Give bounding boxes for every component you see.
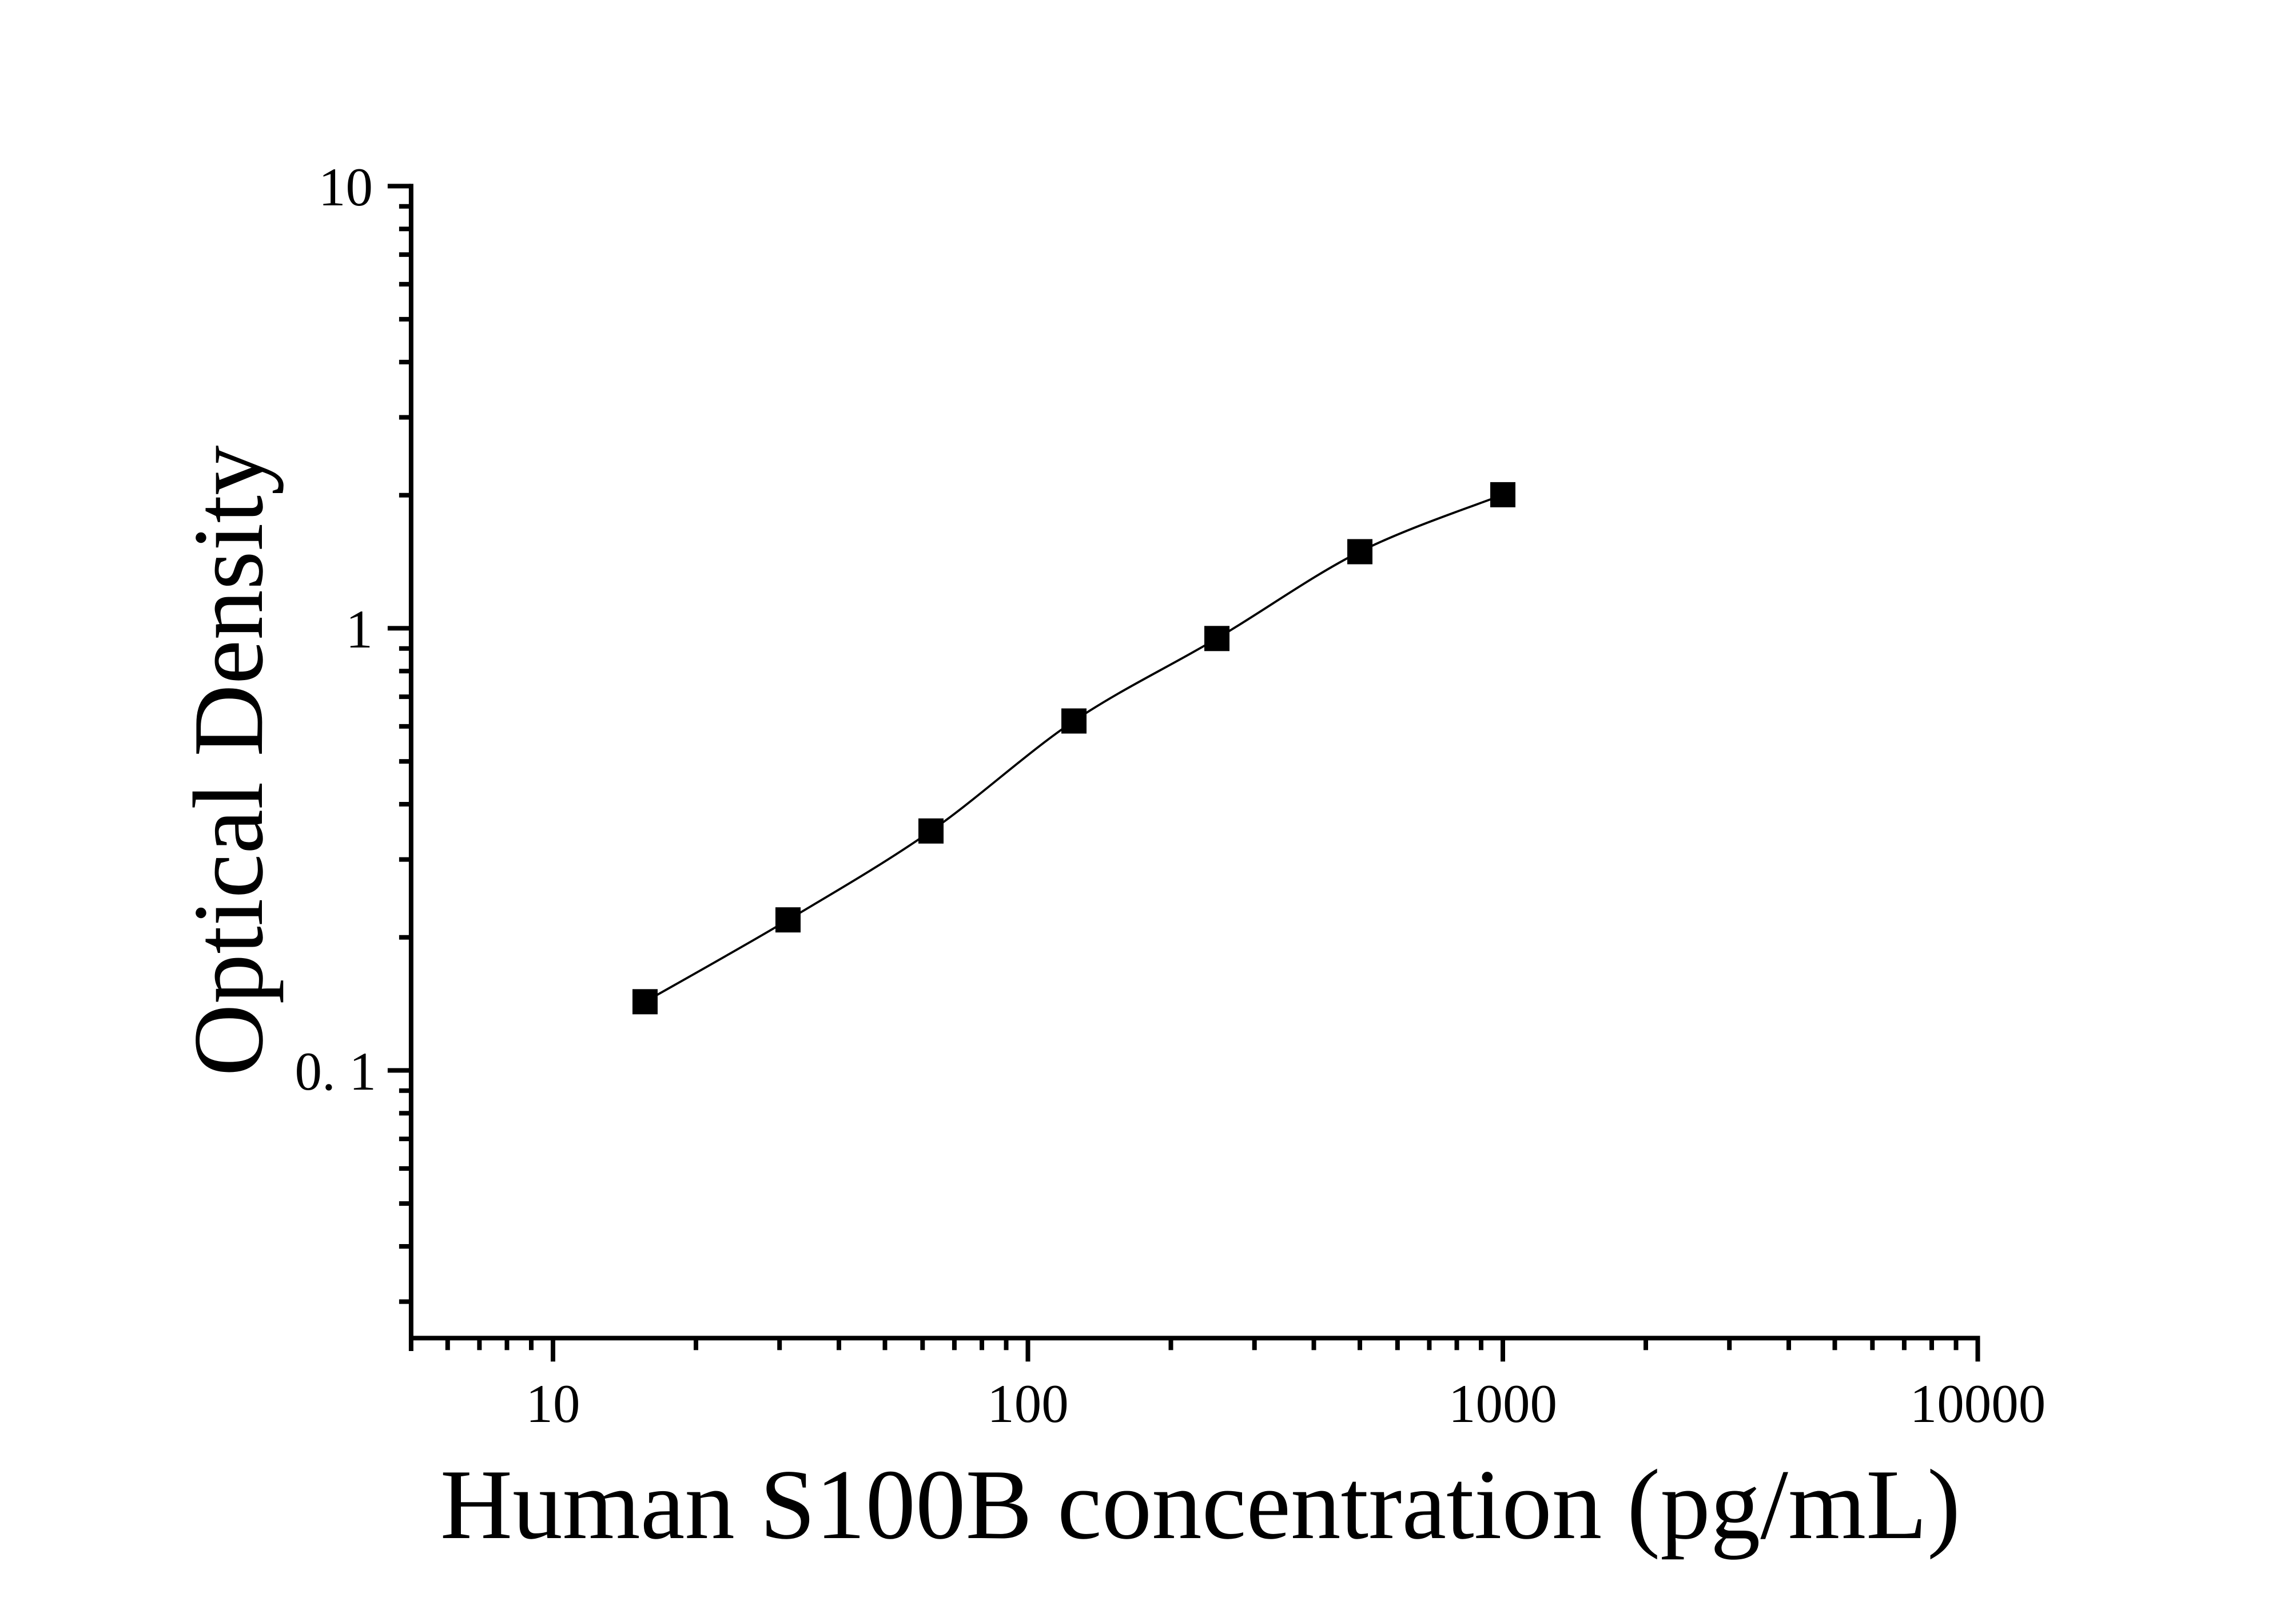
svg-text:1: 1: [346, 599, 373, 660]
svg-text:10000: 10000: [1910, 1373, 2046, 1434]
svg-text:1000: 1000: [1449, 1373, 1557, 1434]
svg-text:10: 10: [319, 157, 373, 217]
svg-text:Human S100B concentration (pg/: Human S100B concentration (pg/mL): [440, 1449, 1961, 1560]
svg-text:0. 1: 0. 1: [295, 1041, 377, 1102]
svg-text:100: 100: [987, 1373, 1069, 1434]
svg-text:Optical Density: Optical Density: [173, 445, 284, 1076]
svg-text:10: 10: [526, 1373, 580, 1434]
